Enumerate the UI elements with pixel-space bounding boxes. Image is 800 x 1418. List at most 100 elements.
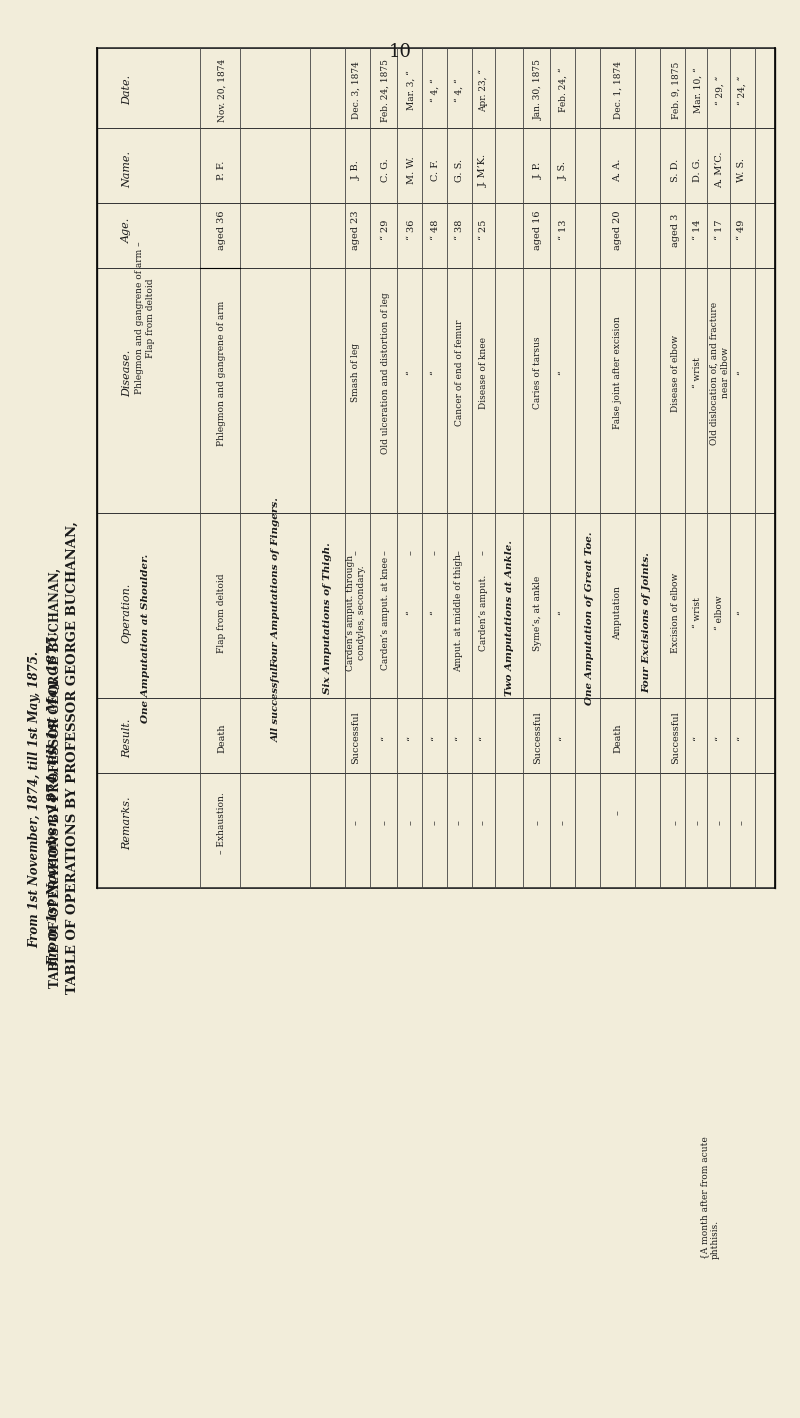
Text: “ 29, “: “ 29, “ [715, 75, 725, 105]
Text: All successful.: All successful. [271, 664, 281, 743]
Text: Jan. 30, 1875: Jan. 30, 1875 [534, 60, 542, 121]
Text: “: “ [478, 736, 487, 740]
Text: A. A.: A. A. [614, 159, 622, 182]
Text: Feb. 24, 1875: Feb. 24, 1875 [381, 58, 390, 122]
Text: “ 38: “ 38 [454, 220, 463, 240]
Text: –: – [715, 821, 725, 825]
Text: Result.: Result. [122, 719, 132, 757]
Text: False joint after excision: False joint after excision [614, 316, 622, 430]
Text: –: – [381, 821, 390, 825]
Text: J. B.: J. B. [351, 160, 361, 180]
Text: –: – [671, 821, 681, 825]
Text: “: “ [694, 736, 702, 740]
Text: “ 17: “ 17 [715, 220, 725, 240]
Text: –: – [351, 821, 361, 825]
Text: “ wrist: “ wrist [694, 597, 702, 628]
Text: Disease of elbow: Disease of elbow [671, 335, 681, 411]
Text: Cancer of end of femur: Cancer of end of femur [454, 319, 463, 427]
Text: Four Amputations of Fingers.: Four Amputations of Fingers. [271, 498, 281, 668]
Text: Mar. 10, “: Mar. 10, “ [694, 67, 702, 113]
Text: Dec. 3, 1874: Dec. 3, 1874 [351, 61, 361, 119]
Text: J. S.: J. S. [558, 160, 567, 180]
Text: “: “ [558, 736, 567, 740]
Text: “: “ [406, 370, 415, 376]
Text: aged 36: aged 36 [218, 210, 226, 250]
Text: “ 36: “ 36 [406, 220, 415, 240]
Text: –: – [738, 821, 746, 825]
Text: Dec. 1, 1874: Dec. 1, 1874 [614, 61, 622, 119]
Text: Old dislocation of, and fracture
near elbow: Old dislocation of, and fracture near el… [710, 302, 730, 445]
Text: G. S.: G. S. [454, 159, 463, 182]
Text: One Amputation at Shoulder.: One Amputation at Shoulder. [141, 553, 150, 723]
Text: aged 20: aged 20 [614, 210, 622, 250]
Text: “: “ [454, 736, 463, 740]
Text: “: “ [558, 370, 567, 376]
Text: –: – [614, 811, 622, 815]
Text: –: – [406, 821, 415, 825]
Text: Successful: Successful [351, 712, 361, 764]
Text: Caries of tarsus: Caries of tarsus [534, 336, 542, 410]
Text: M. W.: M. W. [406, 156, 415, 184]
Text: Apr. 23, “: Apr. 23, “ [478, 68, 488, 112]
Text: “ 48: “ 48 [430, 220, 439, 240]
Text: D. G.: D. G. [694, 157, 702, 182]
Text: A. M’C.: A. M’C. [715, 152, 725, 189]
Text: TABLE OF OPERATIONS BY PROFESSOR GEORGE BUCHANAN,: TABLE OF OPERATIONS BY PROFESSOR GEORGE … [49, 569, 62, 988]
Text: Operation.: Operation. [122, 583, 132, 644]
Text: Two Amputations at Ankle.: Two Amputations at Ankle. [505, 540, 514, 696]
Text: Phlegmon and gangrene of arm: Phlegmon and gangrene of arm [218, 301, 226, 445]
Text: P. F.: P. F. [218, 160, 226, 180]
Text: “ 14: “ 14 [694, 220, 702, 240]
Text: “ 4, “: “ 4, “ [430, 78, 439, 102]
Text: J. P.: J. P. [534, 162, 542, 179]
Text: –: – [478, 550, 487, 556]
Text: “ 4, “: “ 4, “ [454, 78, 463, 102]
Text: Phlegmon and gangrene of arm –
Flap from deltoid: Phlegmon and gangrene of arm – Flap from… [135, 241, 155, 394]
Text: aged 23: aged 23 [351, 210, 361, 250]
Text: Date.: Date. [122, 75, 132, 105]
Text: “: “ [406, 736, 415, 740]
Text: “: “ [381, 736, 390, 740]
Text: “: “ [738, 370, 746, 376]
Text: –: – [694, 821, 702, 825]
Text: –: – [430, 821, 439, 825]
Text: C. G.: C. G. [381, 159, 390, 182]
Text: Death: Death [614, 723, 622, 753]
Text: “ 29: “ 29 [381, 220, 390, 240]
Text: “: “ [738, 736, 746, 740]
Text: One Amputation of Great Toe.: One Amputation of Great Toe. [585, 532, 594, 705]
Text: – Exhaustion.: – Exhaustion. [218, 793, 226, 854]
Text: J. M’K.: J. M’K. [478, 153, 487, 187]
Text: aged 16: aged 16 [534, 210, 542, 250]
Text: Carden’s amput.: Carden’s amput. [478, 574, 487, 651]
Text: “: “ [738, 611, 746, 615]
Text: TABLE OF OPERATIONS BY PROFESSOR GEORGE BUCHANAN,: TABLE OF OPERATIONS BY PROFESSOR GEORGE … [66, 522, 78, 994]
Text: aged 3: aged 3 [671, 213, 681, 247]
Text: Amput. at middle of thigh: Amput. at middle of thigh [454, 554, 463, 672]
Text: –: – [558, 821, 567, 825]
Text: Feb. 9, 1875: Feb. 9, 1875 [671, 61, 681, 119]
Text: –: – [478, 821, 487, 825]
Text: –: – [351, 550, 361, 556]
Text: Syme’s, at ankle: Syme’s, at ankle [534, 576, 542, 651]
Text: From 1st November, 1874, till 1st May, 1875.: From 1st November, 1874, till 1st May, 1… [47, 631, 61, 966]
Text: Amputation: Amputation [614, 586, 622, 640]
Text: Remarks.: Remarks. [122, 797, 132, 849]
Text: –: – [454, 550, 463, 556]
Text: “ 49: “ 49 [738, 220, 746, 240]
Text: S. D.: S. D. [671, 159, 681, 182]
Text: Old ulceration and distortion of leg: Old ulceration and distortion of leg [381, 292, 390, 454]
Text: “: “ [406, 611, 415, 615]
Text: Name.: Name. [122, 152, 132, 189]
Text: “ wrist: “ wrist [694, 357, 702, 389]
Text: Flap from deltoid: Flap from deltoid [218, 573, 226, 652]
Text: Disease of knee: Disease of knee [478, 337, 487, 408]
Text: From 1st November, 1874, till 1st May, 1875.: From 1st November, 1874, till 1st May, 1… [29, 651, 42, 949]
Text: “ 13: “ 13 [558, 220, 567, 240]
Text: –: – [430, 550, 439, 556]
Text: Death: Death [218, 723, 226, 753]
Text: Successful: Successful [534, 712, 542, 764]
Text: –: – [454, 821, 463, 825]
Text: “ elbow: “ elbow [715, 596, 725, 631]
Text: Four Excisions of Joints.: Four Excisions of Joints. [642, 553, 651, 693]
